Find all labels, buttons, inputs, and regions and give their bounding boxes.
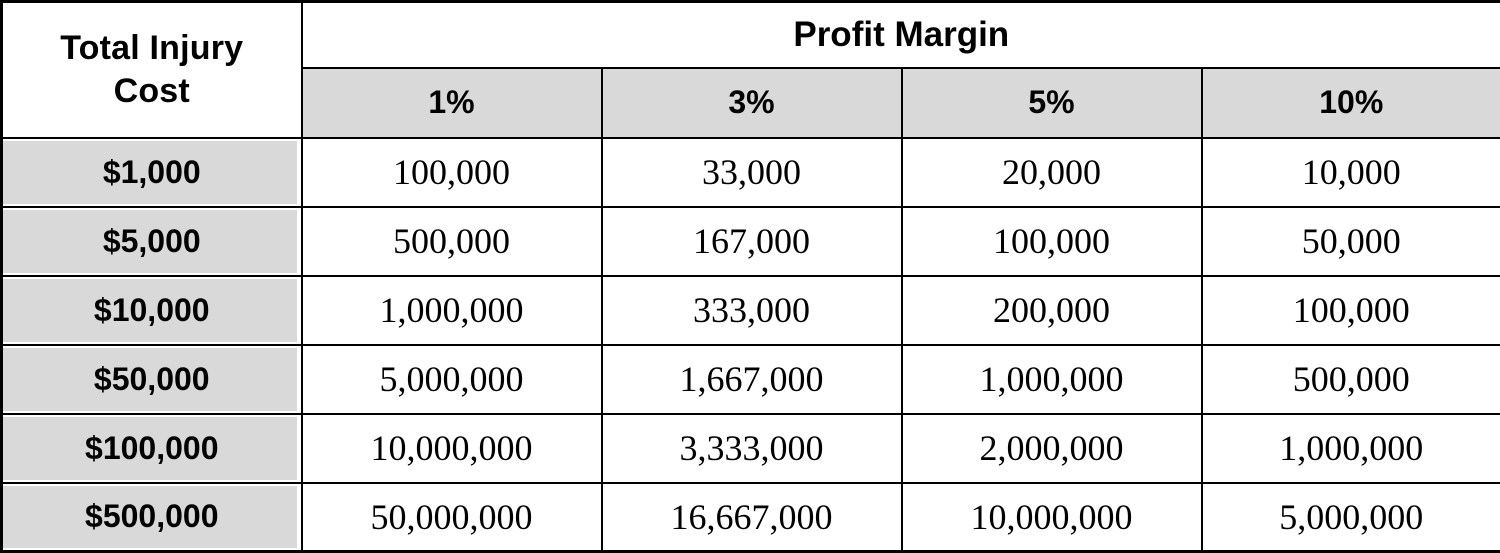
data-cell: 1,000,000 [902, 345, 1202, 414]
row-label: $1,000 [2, 138, 302, 207]
data-cell: 10,000,000 [302, 414, 602, 483]
column-header-10-percent: 10% [1202, 68, 1500, 138]
data-cell: 167,000 [602, 207, 902, 276]
row-label: $50,000 [2, 345, 302, 414]
header-row-group: Total Injury Cost Profit Margin [2, 2, 1500, 68]
data-cell: 100,000 [302, 138, 602, 207]
table-row: $10,000 1,000,000 333,000 200,000 100,00… [2, 276, 1500, 345]
data-cell: 5,000,000 [1202, 483, 1500, 552]
table-row: $5,000 500,000 167,000 100,000 50,000 [2, 207, 1500, 276]
row-label: $5,000 [2, 207, 302, 276]
data-cell: 500,000 [302, 207, 602, 276]
row-label-text: $50,000 [94, 361, 210, 397]
data-cell: 100,000 [902, 207, 1202, 276]
data-cell: 5,000,000 [302, 345, 602, 414]
table-row: $100,000 10,000,000 3,333,000 2,000,000 … [2, 414, 1500, 483]
row-label: $100,000 [2, 414, 302, 483]
data-cell: 1,000,000 [302, 276, 602, 345]
data-cell: 200,000 [902, 276, 1202, 345]
data-cell: 500,000 [1202, 345, 1500, 414]
data-cell: 33,000 [602, 138, 902, 207]
data-cell: 16,667,000 [602, 483, 902, 552]
data-cell: 50,000 [1202, 207, 1500, 276]
table-row: $50,000 5,000,000 1,667,000 1,000,000 50… [2, 345, 1500, 414]
data-cell: 333,000 [602, 276, 902, 345]
corner-header-total-injury-cost: Total Injury Cost [2, 2, 302, 138]
row-label: $10,000 [2, 276, 302, 345]
column-header-5-percent: 5% [902, 68, 1202, 138]
data-cell: 10,000 [1202, 138, 1500, 207]
data-cell: 1,667,000 [602, 345, 902, 414]
table-row: $500,000 50,000,000 16,667,000 10,000,00… [2, 483, 1500, 552]
column-header-3-percent: 3% [602, 68, 902, 138]
row-label-text: $100,000 [85, 430, 218, 466]
data-cell: 10,000,000 [902, 483, 1202, 552]
table-row: $1,000 100,000 33,000 20,000 10,000 [2, 138, 1500, 207]
row-label: $500,000 [2, 483, 302, 552]
group-header-profit-margin: Profit Margin [302, 2, 1500, 68]
data-cell: 50,000,000 [302, 483, 602, 552]
data-cell: 100,000 [1202, 276, 1500, 345]
data-cell: 2,000,000 [902, 414, 1202, 483]
data-cell: 20,000 [902, 138, 1202, 207]
data-cell: 1,000,000 [1202, 414, 1500, 483]
data-cell: 3,333,000 [602, 414, 902, 483]
row-label-text: $10,000 [94, 292, 210, 328]
row-label-text: $1,000 [103, 154, 201, 190]
row-label-text: $5,000 [103, 223, 201, 259]
row-label-text: $500,000 [85, 498, 218, 534]
column-header-1-percent: 1% [302, 68, 602, 138]
